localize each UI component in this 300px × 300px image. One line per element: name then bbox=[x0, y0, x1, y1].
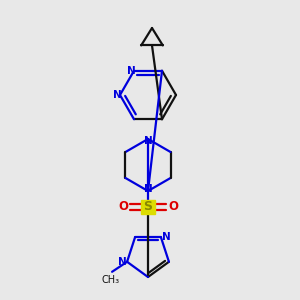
Text: N: N bbox=[112, 90, 122, 100]
Text: N: N bbox=[144, 136, 152, 146]
Text: O: O bbox=[168, 200, 178, 214]
Text: N: N bbox=[162, 232, 170, 242]
Text: O: O bbox=[118, 200, 128, 214]
Text: S: S bbox=[143, 200, 152, 214]
Text: CH₃: CH₃ bbox=[101, 275, 119, 285]
Text: N: N bbox=[118, 257, 127, 267]
Text: N: N bbox=[144, 184, 152, 194]
Text: N: N bbox=[127, 66, 135, 76]
Bar bbox=[141, 200, 155, 214]
